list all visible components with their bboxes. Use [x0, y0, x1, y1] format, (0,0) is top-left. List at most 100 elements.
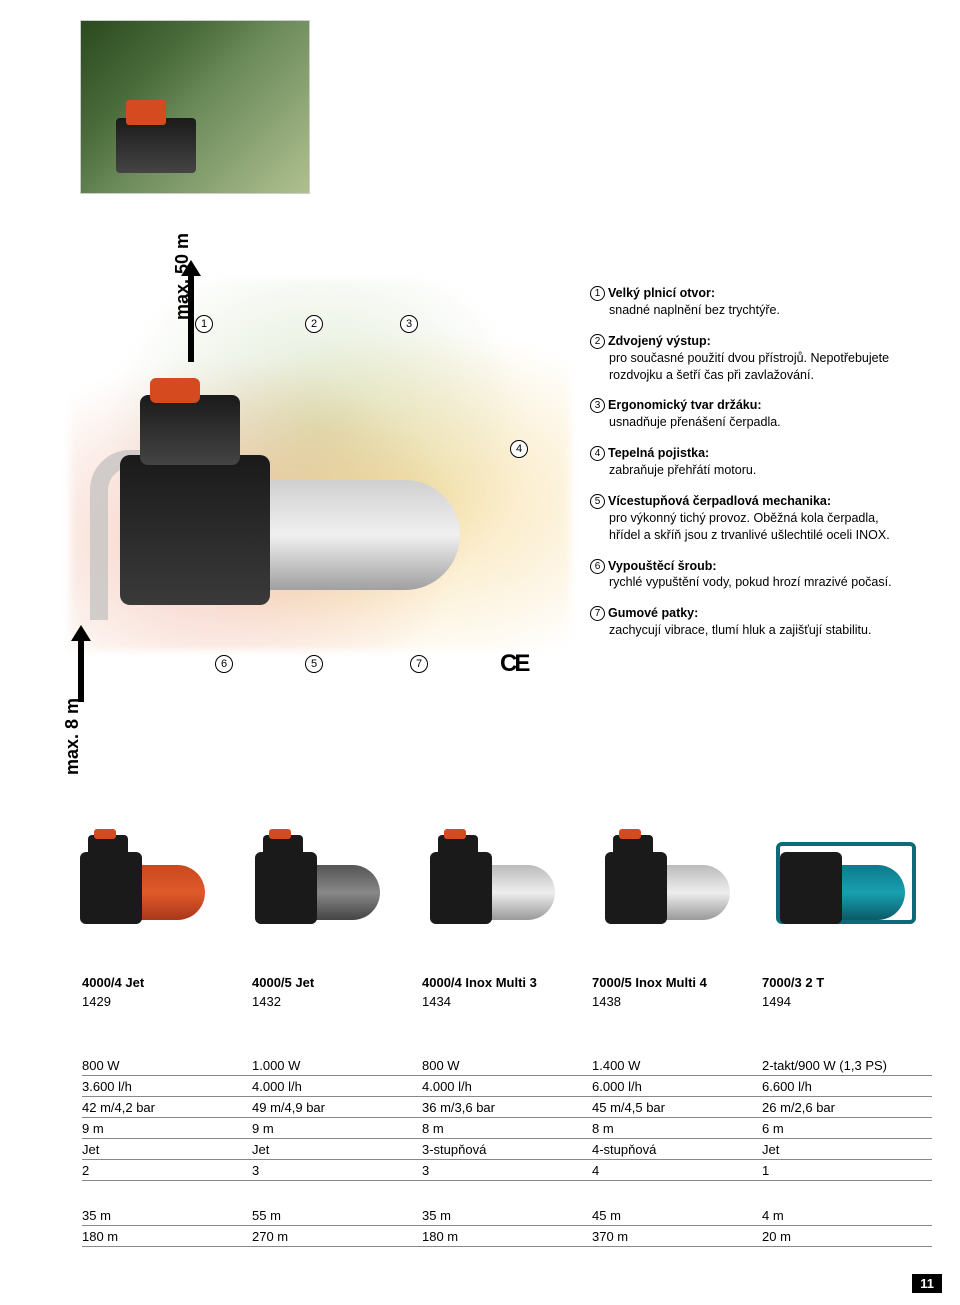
table-cell: 2-takt/900 W (1,3 PS) — [762, 1058, 932, 1073]
table-cell: Jet — [762, 1142, 932, 1157]
table-cell: 4.000 l/h — [422, 1079, 592, 1094]
feature-num: 2 — [590, 334, 605, 349]
product-name: 4000/5 Jet — [252, 975, 422, 990]
feature-num: 4 — [590, 446, 605, 461]
product-thumbnails — [80, 830, 930, 930]
feature-title: Tepelná pojistka: — [608, 446, 709, 460]
table-cell: Jet — [82, 1142, 252, 1157]
feature-desc: usnadňuje přenášení čerpadla. — [590, 414, 900, 431]
table-cell: 26 m/2,6 bar — [762, 1100, 932, 1115]
table-cell: 6.600 l/h — [762, 1079, 932, 1094]
callout-marker-5: 5 — [305, 655, 323, 673]
feature-desc: snadné naplnění bez trychtýře. — [590, 302, 900, 319]
table-cell: 3 — [422, 1163, 592, 1178]
table-cell: 4-stupňová — [592, 1142, 762, 1157]
table-cell: 3.600 l/h — [82, 1079, 252, 1094]
table-cell: 1 — [762, 1163, 932, 1178]
table-cell: 55 m — [252, 1208, 422, 1223]
thumb-4000-4-inox — [430, 830, 575, 930]
main-pump-illustration — [120, 360, 520, 620]
table-cell: 800 W — [422, 1058, 592, 1073]
feature-num: 3 — [590, 398, 605, 413]
thumb-7000-5-inox — [605, 830, 750, 930]
feature-title: Vícestupňová čerpadlová mechanika: — [608, 494, 831, 508]
feature-title: Gumové patky: — [608, 606, 698, 620]
feature-list: 1Velký plnicí otvor: snadné naplnění bez … — [590, 285, 900, 653]
thumb-4000-4-jet — [80, 830, 225, 930]
feature-num: 6 — [590, 559, 605, 574]
table-cell: 49 m/4,9 bar — [252, 1100, 422, 1115]
table-cell: 36 m/3,6 bar — [422, 1100, 592, 1115]
table-cell: 2 — [82, 1163, 252, 1178]
callout-marker-2: 2 — [305, 315, 323, 333]
feature-item: 7Gumové patky: zachycují vibrace, tlumí h… — [590, 605, 900, 639]
feature-desc: zabraňuje přehřátí motoru. — [590, 462, 900, 479]
pump-in-photo — [116, 118, 196, 173]
table-row: 35 m55 m35 m45 m4 m — [82, 1205, 932, 1226]
table-cell: 8 m — [422, 1121, 592, 1136]
label-max-8m: max. 8 m — [62, 698, 83, 775]
product-name: 4000/4 Inox Multi 3 — [422, 975, 592, 990]
feature-item: 3Ergonomický tvar držáku: usnadňuje přená… — [590, 397, 900, 431]
thumb-4000-5-jet — [255, 830, 400, 930]
page-number: 11 — [912, 1274, 942, 1293]
table-cell: 1.000 W — [252, 1058, 422, 1073]
table-cell: 4 m — [762, 1208, 932, 1223]
feature-num: 1 — [590, 286, 605, 301]
product-col: 7000/3 2 T1494 — [762, 975, 932, 1009]
table-cell: 45 m — [592, 1208, 762, 1223]
feature-desc: pro současné použití dvou přístrojů. Nep… — [590, 350, 900, 384]
table-cell: 6 m — [762, 1121, 932, 1136]
table-cell: Jet — [252, 1142, 422, 1157]
feature-num: 5 — [590, 494, 605, 509]
callout-marker-4: 4 — [510, 440, 528, 458]
feature-item: 6Vypouštěcí šroub:rychlé vypuštění vody,… — [590, 558, 900, 592]
product-names-row: 4000/4 Jet 1429 4000/5 Jet 1432 4000/4 Ino… — [82, 975, 932, 1009]
table-cell: 9 m — [82, 1121, 252, 1136]
product-number: 1494 — [762, 994, 932, 1009]
spec-table-2: 35 m55 m35 m45 m4 m180 m270 m180 m370 m2… — [82, 1205, 932, 1247]
feature-title: Ergonomický tvar držáku: — [608, 398, 762, 412]
table-row: 9 m9 m8 m8 m6 m — [82, 1118, 932, 1139]
feature-desc: zachycují vibrace, tlumí hluk a zajišťuj… — [590, 622, 900, 639]
product-col: 4000/5 Jet 1432 — [252, 975, 422, 1009]
feature-item: 2Zdvojený výstup: pro současné použití dv… — [590, 333, 900, 384]
product-name: 4000/4 Jet — [82, 975, 252, 990]
table-cell: 35 m — [82, 1208, 252, 1223]
product-col: 4000/4 Inox Multi 31434 — [422, 975, 592, 1009]
table-cell: 45 m/4,5 bar — [592, 1100, 762, 1115]
table-cell: 1.400 W — [592, 1058, 762, 1073]
table-cell: 800 W — [82, 1058, 252, 1073]
table-row: JetJet3-stupňová4-stupňováJet — [82, 1139, 932, 1160]
feature-desc: rychlé vypuštění vody, pokud hrozí mrazi… — [590, 574, 900, 591]
table-cell: 270 m — [252, 1229, 422, 1244]
product-number: 1429 — [82, 994, 252, 1009]
table-cell: 370 m — [592, 1229, 762, 1244]
feature-desc: pro výkonný tichý provoz. Oběžná kola če… — [590, 510, 900, 544]
callout-marker-7: 7 — [410, 655, 428, 673]
product-col: 4000/4 Jet 1429 — [82, 975, 252, 1009]
product-number: 1432 — [252, 994, 422, 1009]
thumb-7000-3-2t — [780, 830, 925, 930]
table-cell: 20 m — [762, 1229, 932, 1244]
callout-marker-6: 6 — [215, 655, 233, 673]
table-row: 3.600 l/h4.000 l/h4.000 l/h6.000 l/h6.60… — [82, 1076, 932, 1097]
table-row: 180 m270 m180 m370 m20 m — [82, 1226, 932, 1247]
table-cell: 9 m — [252, 1121, 422, 1136]
table-cell: 180 m — [82, 1229, 252, 1244]
table-cell: 4.000 l/h — [252, 1079, 422, 1094]
feature-title: Vypouštěcí šroub: — [608, 559, 717, 573]
feature-item: 1Velký plnicí otvor: snadné naplnění bez … — [590, 285, 900, 319]
table-cell: 4 — [592, 1163, 762, 1178]
feature-title: Velký plnicí otvor: — [608, 286, 715, 300]
product-col: 7000/5 Inox Multi 41438 — [592, 975, 762, 1009]
lifestyle-photo — [80, 20, 310, 194]
ce-mark: CE — [500, 650, 527, 678]
product-name: 7000/5 Inox Multi 4 — [592, 975, 762, 990]
table-row: 42 m/4,2 bar49 m/4,9 bar36 m/3,6 bar45 m… — [82, 1097, 932, 1118]
table-cell: 6.000 l/h — [592, 1079, 762, 1094]
feature-title: Zdvojený výstup: — [608, 334, 711, 348]
feature-num: 7 — [590, 606, 605, 621]
pump-diagram: max. 50 m max. 8 m 1 2 3 4 6 5 7 CE — [80, 280, 570, 800]
table-row: 800 W1.000 W800 W1.400 W2-takt/900 W (1,… — [82, 1055, 932, 1076]
